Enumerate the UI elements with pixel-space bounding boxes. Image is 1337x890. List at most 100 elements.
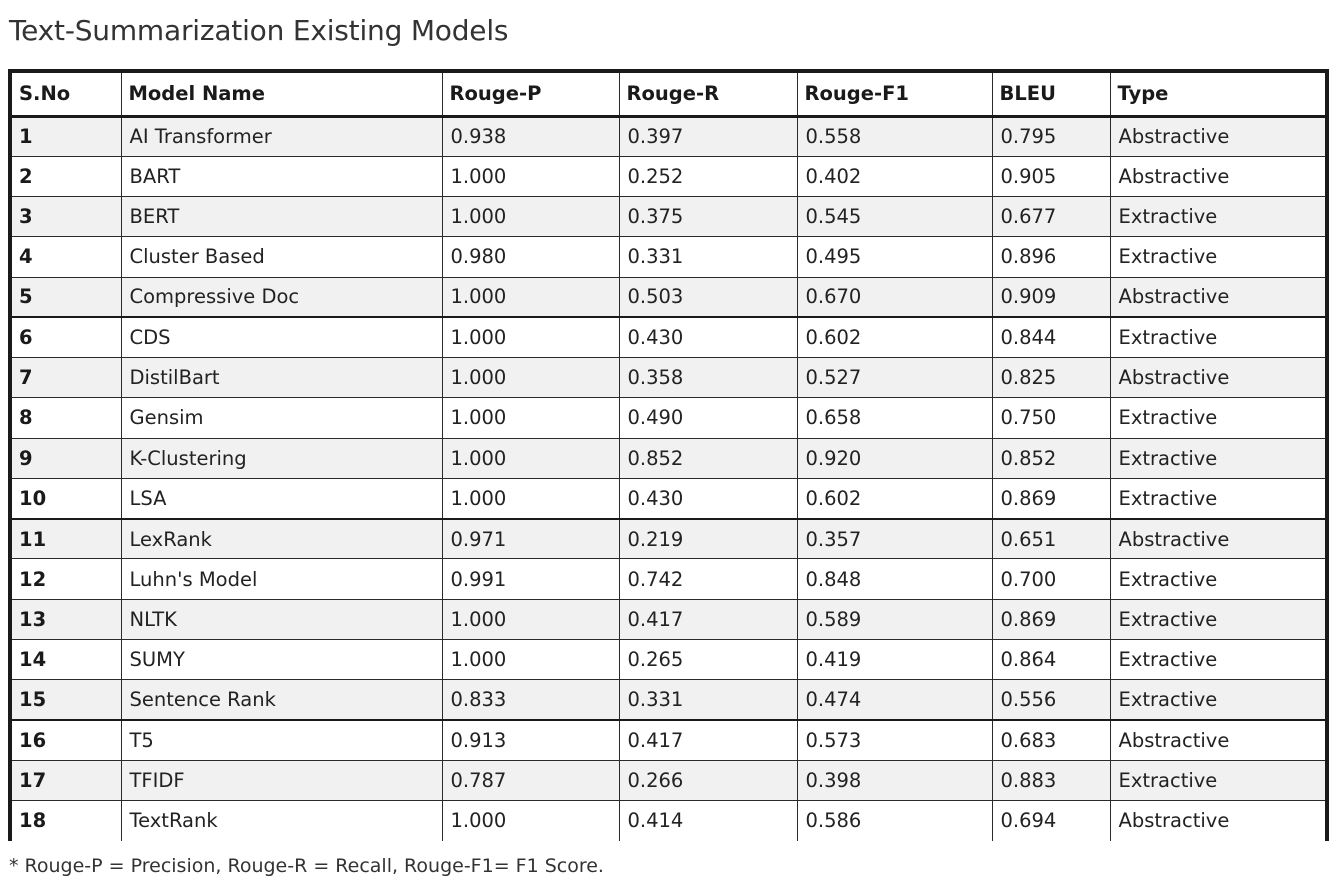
cell-sno: 9 [12,437,122,479]
cell-rouge-f1: 0.545 [796,196,993,238]
table-row: 18 TextRank 1.000 0.414 0.586 0.694 Abst… [12,800,1325,841]
cell-rouge-r: 0.417 [618,598,798,640]
cell-bleu: 0.905 [991,155,1111,198]
cell-rouge-f1: 0.573 [796,719,993,761]
cell-rouge-r: 0.397 [618,115,798,157]
cell-rouge-p: 0.980 [441,236,620,278]
cell-sno: 8 [12,397,122,439]
cell-bleu: 0.852 [991,437,1111,479]
cell-rouge-f1: 0.474 [796,679,993,721]
table-row: 9 K-Clustering 1.000 0.852 0.920 0.852 E… [12,437,1325,479]
cell-sno: 6 [12,316,122,359]
cell-rouge-f1: 0.402 [796,155,993,198]
cell-type: Extractive [1109,598,1325,640]
cell-bleu: 0.869 [991,598,1111,640]
cell-bleu: 0.677 [991,196,1111,238]
cell-sno: 3 [12,196,122,238]
cell-rouge-r: 0.331 [618,236,798,278]
cell-bleu: 0.909 [991,276,1111,319]
cell-type: Abstractive [1109,800,1325,841]
cell-type: Abstractive [1109,276,1325,319]
cell-rouge-f1: 0.398 [796,759,993,802]
column-header-bleu: BLEU [991,73,1111,118]
cell-bleu: 0.883 [991,759,1111,802]
cell-bleu: 0.750 [991,397,1111,439]
cell-bleu: 0.795 [991,115,1111,157]
cell-model-name: NLTK [120,598,443,640]
cell-rouge-p: 0.787 [441,759,620,802]
cell-rouge-p: 1.000 [441,800,620,841]
table-row: 12 Luhn's Model 0.991 0.742 0.848 0.700 … [12,558,1325,600]
cell-type: Extractive [1109,316,1325,359]
cell-sno: 17 [12,759,122,802]
cell-type: Extractive [1109,759,1325,802]
column-header-rouge-p: Rouge-P [441,73,620,118]
cell-rouge-f1: 0.495 [796,236,993,278]
cell-rouge-p: 1.000 [441,357,620,399]
cell-rouge-f1: 0.527 [796,357,993,399]
cell-sno: 10 [12,477,122,520]
cell-rouge-p: 1.000 [441,397,620,439]
table-row: 13 NLTK 1.000 0.417 0.589 0.869 Extracti… [12,598,1325,640]
cell-rouge-f1: 0.586 [796,800,993,841]
cell-model-name: T5 [120,719,443,761]
cell-sno: 1 [12,115,122,157]
table-row: 1 AI Transformer 0.938 0.397 0.558 0.795… [12,115,1325,157]
cell-type: Extractive [1109,679,1325,721]
table-row: 11 LexRank 0.971 0.219 0.357 0.651 Abstr… [12,518,1325,560]
cell-rouge-p: 1.000 [441,598,620,640]
cell-rouge-r: 0.414 [618,800,798,841]
cell-rouge-f1: 0.670 [796,276,993,319]
table-row: 7 DistilBart 1.000 0.358 0.527 0.825 Abs… [12,357,1325,399]
cell-sno: 2 [12,155,122,198]
cell-rouge-r: 0.358 [618,357,798,399]
cell-rouge-r: 0.375 [618,196,798,238]
cell-rouge-p: 0.913 [441,719,620,761]
cell-rouge-r: 0.331 [618,679,798,721]
cell-rouge-f1: 0.602 [796,316,993,359]
cell-model-name: Compressive Doc [120,276,443,319]
cell-bleu: 0.556 [991,679,1111,721]
cell-type: Extractive [1109,437,1325,479]
cell-model-name: SUMY [120,638,443,681]
cell-rouge-p: 0.833 [441,679,620,721]
cell-type: Extractive [1109,196,1325,238]
cell-type: Abstractive [1109,719,1325,761]
models-table: S.No Model Name Rouge-P Rouge-R Rouge-F1… [12,73,1325,841]
cell-sno: 15 [12,679,122,721]
cell-bleu: 0.864 [991,638,1111,681]
cell-rouge-r: 0.503 [618,276,798,319]
cell-bleu: 0.896 [991,236,1111,278]
cell-rouge-f1: 0.357 [796,518,993,560]
column-header-sno: S.No [12,73,122,118]
cell-rouge-p: 1.000 [441,196,620,238]
cell-model-name: CDS [120,316,443,359]
cell-type: Extractive [1109,397,1325,439]
cell-sno: 18 [12,800,122,841]
cell-model-name: LSA [120,477,443,520]
cell-model-name: DistilBart [120,357,443,399]
cell-sno: 16 [12,719,122,761]
cell-rouge-r: 0.430 [618,316,798,359]
table-row: 3 BERT 1.000 0.375 0.545 0.677 Extractiv… [12,196,1325,238]
cell-type: Extractive [1109,638,1325,681]
cell-rouge-p: 0.971 [441,518,620,560]
cell-sno: 5 [12,276,122,319]
cell-rouge-r: 0.852 [618,437,798,479]
cell-rouge-p: 1.000 [441,155,620,198]
cell-rouge-r: 0.417 [618,719,798,761]
cell-type: Abstractive [1109,357,1325,399]
column-header-type: Type [1109,73,1325,118]
cell-type: Abstractive [1109,115,1325,157]
footnote: * Rouge-P = Precision, Rouge-R = Recall,… [9,855,604,877]
cell-rouge-f1: 0.658 [796,397,993,439]
cell-type: Extractive [1109,236,1325,278]
cell-sno: 7 [12,357,122,399]
table-row: 4 Cluster Based 0.980 0.331 0.495 0.896 … [12,236,1325,278]
cell-bleu: 0.651 [991,518,1111,560]
cell-rouge-p: 1.000 [441,316,620,359]
table-row: 14 SUMY 1.000 0.265 0.419 0.864 Extracti… [12,638,1325,681]
table-row: 15 Sentence Rank 0.833 0.331 0.474 0.556… [12,679,1325,721]
cell-rouge-f1: 0.602 [796,477,993,520]
cell-model-name: K-Clustering [120,437,443,479]
